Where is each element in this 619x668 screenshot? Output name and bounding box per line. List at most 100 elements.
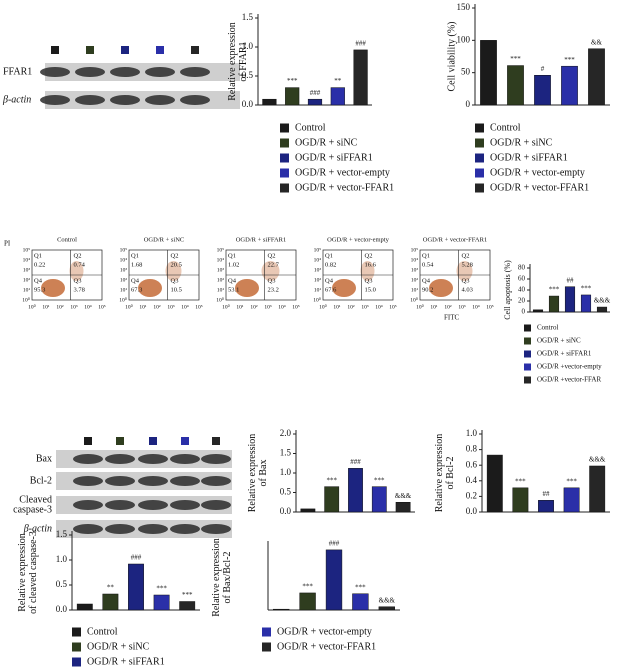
blot-band bbox=[105, 476, 135, 486]
legend-label: OGD/R + vector-empty bbox=[490, 167, 585, 178]
x-tick-label: 10³ bbox=[264, 304, 272, 310]
y-tick-label: 10¹ bbox=[411, 287, 419, 293]
legend-swatch bbox=[72, 627, 81, 637]
bar bbox=[596, 306, 608, 313]
legend-swatch bbox=[280, 123, 289, 133]
blot-band bbox=[40, 67, 70, 77]
bar bbox=[128, 563, 144, 611]
blot-band bbox=[201, 524, 231, 534]
bar bbox=[352, 593, 369, 611]
blot-band bbox=[201, 454, 231, 464]
x-tick-label: 10⁴ bbox=[278, 304, 286, 310]
panel-title: OGD/R + vector-empty bbox=[327, 236, 389, 243]
y-tick-label: 0.5 bbox=[280, 487, 292, 497]
y-tick-label: 0.8 bbox=[466, 444, 478, 454]
cell-cloud bbox=[138, 279, 162, 297]
y-tick-label: 10³ bbox=[120, 267, 128, 273]
blot-band bbox=[110, 67, 140, 77]
quadrant-name: Q4 bbox=[325, 277, 334, 284]
cell-cloud bbox=[165, 261, 182, 281]
y-tick-label: 10² bbox=[314, 277, 322, 283]
significance-label: ### bbox=[131, 554, 142, 562]
lane-marker bbox=[86, 46, 94, 54]
lane-marker bbox=[51, 46, 59, 54]
significance-label: ## bbox=[567, 276, 575, 284]
blot-row-label: FFAR1 bbox=[3, 66, 32, 77]
y-tick-label: 10⁵ bbox=[411, 247, 419, 253]
x-tick-label: 10⁵ bbox=[486, 304, 494, 310]
blot-band bbox=[138, 476, 168, 486]
y-tick-label: 1.0 bbox=[242, 41, 254, 51]
y-tick-label: 0 bbox=[466, 99, 471, 109]
blot-band bbox=[138, 524, 168, 534]
bar bbox=[512, 487, 529, 513]
legend-swatch bbox=[524, 350, 531, 358]
bar bbox=[371, 486, 387, 513]
x-tick-label: 10⁰ bbox=[319, 303, 328, 310]
bar bbox=[307, 98, 323, 106]
y-tick-label: 10¹ bbox=[120, 287, 128, 293]
quadrant-value: 53.1 bbox=[228, 286, 239, 293]
blot-band bbox=[180, 67, 210, 77]
quadrant-value: 90.2 bbox=[422, 286, 433, 293]
y-axis-label: Relative expression bbox=[211, 538, 222, 617]
x-tick-label: 10⁵ bbox=[389, 304, 397, 310]
y-tick-label: 10³ bbox=[217, 267, 225, 273]
significance-label: ### bbox=[350, 458, 361, 466]
quadrant-name: Q1 bbox=[422, 252, 430, 259]
significance-label: # bbox=[541, 65, 545, 73]
blot-strip bbox=[45, 91, 240, 109]
significance-label: &&& bbox=[379, 596, 396, 604]
x-tick-label: 10² bbox=[153, 304, 161, 310]
quadrant-name: Q1 bbox=[131, 252, 139, 259]
bar bbox=[561, 65, 578, 106]
bar bbox=[538, 500, 554, 513]
significance-label: ### bbox=[329, 539, 340, 547]
significance-label: ### bbox=[310, 89, 321, 97]
blot-band bbox=[105, 454, 135, 464]
y-tick-label: 10³ bbox=[23, 267, 31, 273]
x-tick-label: 10¹ bbox=[236, 304, 244, 310]
lane-marker bbox=[149, 437, 157, 445]
legend-label: OGD/R + vector-FFAR1 bbox=[295, 182, 394, 193]
y-tick-label: 1.5 bbox=[280, 448, 292, 458]
y-tick-label: 10⁵ bbox=[23, 247, 31, 253]
x-tick-label: 10¹ bbox=[430, 304, 438, 310]
y-tick-label: 1.0 bbox=[466, 428, 478, 438]
blot-band bbox=[138, 500, 168, 510]
cell-cloud bbox=[456, 261, 473, 281]
bar bbox=[285, 87, 300, 106]
quadrant-value: 1.68 bbox=[131, 261, 142, 268]
y-tick-label: 10² bbox=[411, 277, 419, 283]
y-tick-label: 150 bbox=[457, 2, 471, 12]
blot-band bbox=[170, 524, 200, 534]
y-tick-label: 10² bbox=[23, 277, 31, 283]
significance-label: ** bbox=[334, 77, 342, 85]
quadrant-name: Q3 bbox=[74, 277, 82, 284]
legend-label: OGD/R + siFFAR1 bbox=[537, 350, 592, 358]
x-tick-label: 10² bbox=[347, 304, 355, 310]
legend-label: Control bbox=[537, 324, 558, 332]
blot-band bbox=[73, 524, 103, 534]
lane-marker bbox=[84, 437, 92, 445]
significance-label: ** bbox=[107, 584, 115, 592]
panel-title: OGD/R + siFFAR1 bbox=[236, 236, 287, 243]
significance-label: *** bbox=[549, 286, 560, 294]
y-axis-label: of Bax bbox=[258, 460, 269, 487]
y-axis-label: PI bbox=[4, 240, 11, 248]
legend-label: OGD/R + siNC bbox=[87, 641, 150, 652]
quadrant-value: 0.74 bbox=[74, 261, 86, 268]
blot-row-label: caspase-3 bbox=[13, 504, 52, 515]
x-tick-label: 10³ bbox=[361, 304, 369, 310]
y-axis-label: of Bax/Bcl-2 bbox=[222, 552, 233, 604]
bar bbox=[507, 65, 524, 106]
y-tick-label: 10² bbox=[120, 277, 128, 283]
legend-swatch bbox=[280, 168, 289, 178]
quadrant-name: Q2 bbox=[462, 252, 470, 259]
bar bbox=[480, 40, 497, 106]
legend-label: OGD/R + vector-empty bbox=[277, 626, 372, 637]
quadrant-value: 67.3 bbox=[131, 286, 142, 293]
lane-marker bbox=[121, 46, 129, 54]
legend-swatch bbox=[475, 183, 484, 193]
